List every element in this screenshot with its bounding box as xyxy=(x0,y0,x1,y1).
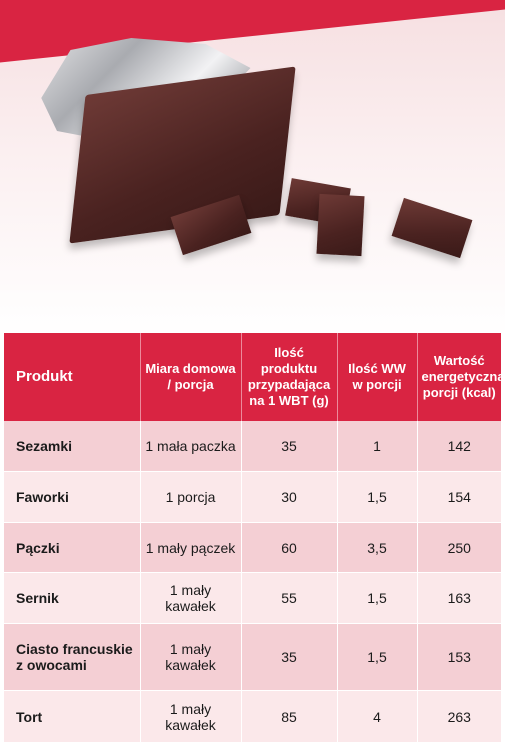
cell-ww: 4 xyxy=(337,690,418,743)
cell-miara: 1 mały pączek xyxy=(140,522,242,573)
cell-produkt: Pączki xyxy=(4,522,141,573)
cell-produkt: Sezamki xyxy=(4,421,141,472)
cell-produkt: Sernik xyxy=(4,572,141,624)
cell-ww: 3,5 xyxy=(337,522,418,573)
cell-ilosc: 35 xyxy=(241,421,338,472)
header-produkt: Produkt xyxy=(4,333,141,421)
cell-kcal: 142 xyxy=(417,421,501,472)
cell-ilosc: 60 xyxy=(241,522,338,573)
cell-miara: 1 mały kawałek xyxy=(140,572,242,624)
nutrition-table: Produkt Miara domowa / porcja Ilość prod… xyxy=(4,333,505,743)
table-row: Ciasto francuskie z owocami 1 mały kawał… xyxy=(4,623,501,691)
header-kcal: Wartość energetyczna porcji (kcal) xyxy=(417,333,505,421)
cell-ww: 1,5 xyxy=(337,572,418,624)
table-row: Sernik 1 mały kawałek 55 1,5 163 xyxy=(4,572,501,624)
header-ww: Ilość WW w porcji xyxy=(337,333,418,421)
cell-ilosc: 55 xyxy=(241,572,338,624)
cell-miara: 1 mały kawałek xyxy=(140,623,242,691)
chocolate-piece xyxy=(316,193,365,257)
cell-ww: 1,5 xyxy=(337,623,418,691)
cell-kcal: 163 xyxy=(417,572,501,624)
cell-ilosc: 30 xyxy=(241,471,338,523)
table-row: Sezamki 1 mała paczka 35 1 142 xyxy=(4,421,501,472)
table-row: Tort 1 mały kawałek 85 4 263 xyxy=(4,690,501,743)
cell-kcal: 250 xyxy=(417,522,501,573)
header-ilosc: Ilość produktu przypadająca na 1 WBT (g) xyxy=(241,333,338,421)
header-miara: Miara domowa / porcja xyxy=(140,333,242,421)
table-row: Faworki 1 porcja 30 1,5 154 xyxy=(4,471,501,523)
cell-produkt: Tort xyxy=(4,690,141,743)
chocolate-bar xyxy=(69,66,296,244)
table-header-row: Produkt Miara domowa / porcja Ilość prod… xyxy=(4,333,505,421)
chocolate-piece xyxy=(391,197,473,259)
cell-kcal: 153 xyxy=(417,623,501,691)
table-row: Pączki 1 mały pączek 60 3,5 250 xyxy=(4,522,501,573)
cell-miara: 1 mały kawałek xyxy=(140,690,242,743)
cell-miara: 1 mała paczka xyxy=(140,421,242,472)
cell-kcal: 263 xyxy=(417,690,501,743)
cell-produkt: Ciasto francuskie z owocami xyxy=(4,623,141,691)
cell-ilosc: 85 xyxy=(241,690,338,743)
cell-ilosc: 35 xyxy=(241,623,338,691)
cell-produkt: Faworki xyxy=(4,471,141,523)
cell-ww: 1,5 xyxy=(337,471,418,523)
cell-ww: 1 xyxy=(337,421,418,472)
cell-kcal: 154 xyxy=(417,471,501,523)
cell-miara: 1 porcja xyxy=(140,471,242,523)
hero-image xyxy=(0,0,505,335)
